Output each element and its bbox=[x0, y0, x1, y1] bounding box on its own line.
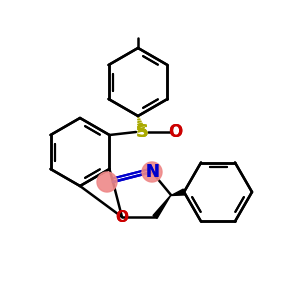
Text: O: O bbox=[116, 209, 128, 224]
Text: N: N bbox=[145, 163, 159, 181]
Circle shape bbox=[97, 172, 117, 192]
Text: O: O bbox=[168, 123, 182, 141]
Text: S: S bbox=[136, 123, 148, 141]
Text: N: N bbox=[145, 163, 159, 181]
Text: O: O bbox=[168, 123, 182, 141]
Polygon shape bbox=[171, 189, 185, 196]
Polygon shape bbox=[153, 195, 171, 218]
Text: S: S bbox=[136, 123, 148, 141]
Circle shape bbox=[142, 162, 162, 182]
Text: O: O bbox=[116, 209, 128, 224]
